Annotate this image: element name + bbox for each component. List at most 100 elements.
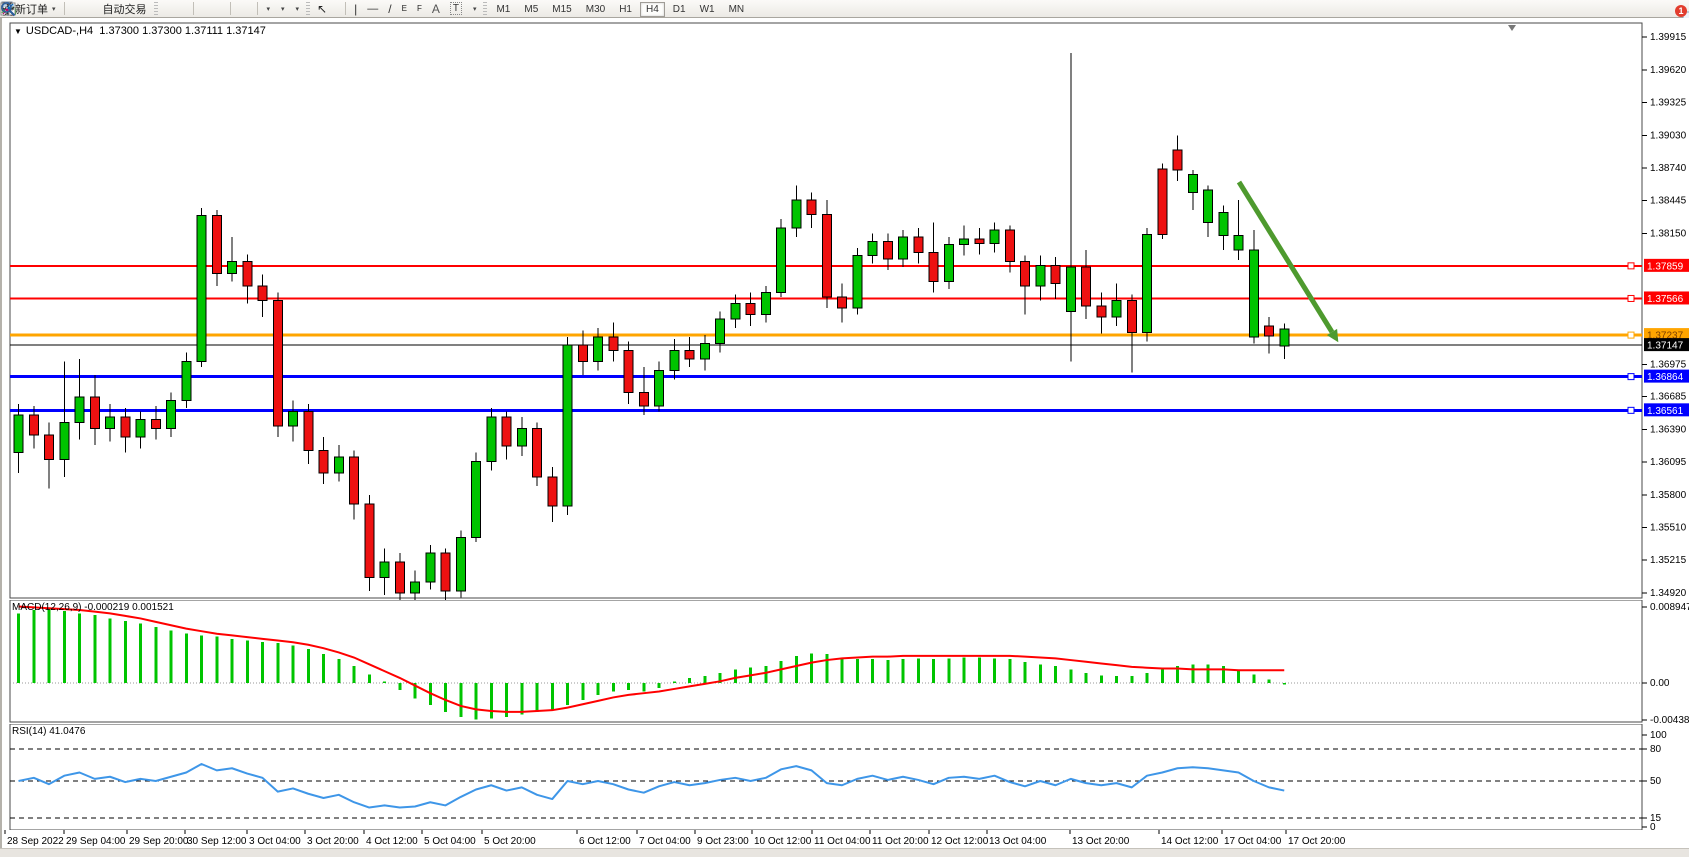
candle-body	[318, 450, 329, 474]
price-line-label-box[interactable]	[1644, 338, 1689, 352]
line-handle[interactable]	[1627, 294, 1635, 302]
toolbar-grip	[483, 2, 488, 15]
price-tick-label: 1.36685	[1650, 392, 1687, 403]
date-tick-label: 6 Oct 12:00	[579, 836, 631, 847]
date-tick-label: 5 Oct 04:00	[424, 836, 476, 847]
vertical-line-button[interactable]: |	[349, 0, 362, 18]
macd-tick-label: -0.004389	[1650, 715, 1689, 724]
timeframe-w1-button[interactable]: W1	[699, 3, 715, 15]
timeframe-m5-button[interactable]: M5	[524, 3, 539, 15]
macd-canvas[interactable]: 0.008947 0.00 -0.004389	[2, 600, 1689, 724]
search-icon[interactable]	[0, 1, 16, 17]
timeframe-m1-button[interactable]: M1	[496, 3, 511, 15]
date-tick-label: 5 Oct 20:00	[484, 836, 536, 847]
candle-body	[516, 427, 527, 447]
trendline-button[interactable]: /	[383, 0, 396, 18]
date-tick-label: 30 Sep 12:00	[187, 836, 247, 847]
vertical-line-icon: |	[354, 1, 358, 16]
candle-body	[59, 422, 70, 460]
line-chart-button[interactable]	[0, 0, 190, 18]
candle-body	[1172, 149, 1183, 171]
date-tick-label: 4 Oct 12:00	[366, 836, 418, 847]
candle-body	[333, 456, 344, 474]
price-line-label-box[interactable]	[1644, 258, 1689, 272]
timeframe-mn-button[interactable]: MN	[728, 3, 745, 15]
chart-shift-marker[interactable]	[1508, 25, 1516, 31]
timeframe-h4-button[interactable]: H4	[639, 1, 665, 17]
line-handle[interactable]	[1627, 373, 1635, 381]
price-tick-label: 1.35215	[1650, 555, 1687, 566]
date-tick-label: 14 Oct 12:00	[1161, 836, 1219, 847]
text-label-button[interactable]: T	[445, 0, 467, 18]
candle-body	[13, 414, 24, 454]
candle-body	[715, 318, 725, 345]
auto-trading-button[interactable]: 自动交易	[0, 0, 152, 18]
candle-body	[669, 349, 680, 371]
timeframe-m30-button[interactable]: M30	[585, 3, 606, 15]
candle-body	[867, 240, 878, 257]
price-line-label-box[interactable]	[1644, 291, 1689, 305]
candle-body	[288, 411, 298, 427]
periods-button[interactable]: ▾	[1, 0, 290, 18]
candle-body	[486, 416, 497, 463]
horn-button[interactable]	[0, 0, 78, 18]
timeframe-h1-button[interactable]: H1	[619, 3, 632, 15]
periods-caret-icon: ▾	[281, 5, 285, 13]
candle-body	[959, 238, 969, 246]
chart-shift-button[interactable]	[1, 0, 254, 18]
price-chart-canvas[interactable]: 1.39915 1.39620 1.39325 1.39030 1.38740 1.384…	[2, 18, 1689, 600]
horizontal-line-button[interactable]: —	[362, 0, 383, 18]
candle-body	[1248, 249, 1259, 338]
timeframe-m15-button[interactable]: M15	[552, 3, 572, 15]
price-tick-label: 1.36095	[1650, 457, 1687, 468]
line-handle[interactable]	[1627, 262, 1635, 270]
auto-scroll-button[interactable]	[1, 0, 244, 18]
price-line-label-box[interactable]	[1644, 328, 1689, 342]
indicators-button[interactable]: ▾	[0, 0, 276, 18]
price-tick-label: 1.39620	[1650, 65, 1687, 76]
date-tick-label: 11 Oct 04:00	[814, 836, 871, 847]
candle-body	[577, 344, 588, 362]
line-handle[interactable]	[1627, 406, 1635, 414]
price-line-label-box[interactable]	[1644, 403, 1689, 417]
cursor-button[interactable]: ↖	[312, 0, 332, 18]
shapes-button[interactable]: ▾	[2, 0, 482, 18]
new-order-button[interactable]: 新订单 ▾	[1, 0, 61, 18]
candle-body	[1187, 173, 1198, 193]
rsi-canvas[interactable]: 100 80 50 150	[2, 724, 1689, 830]
zoom-in-button[interactable]	[1, 0, 207, 18]
price-tick-label: 1.39030	[1650, 131, 1687, 142]
trend-arrow[interactable]	[1236, 180, 1335, 334]
equidistant-channel-button[interactable]: E	[1, 0, 412, 18]
candle-body	[257, 285, 268, 301]
candle-body	[1004, 229, 1015, 262]
text-button[interactable]: A	[427, 0, 445, 18]
zoom-out-button[interactable]	[1, 0, 217, 18]
timeframe-d1-button[interactable]: D1	[672, 3, 686, 15]
date-tick-label: 11 Oct 20:00	[872, 836, 929, 847]
line-handle[interactable]	[1627, 331, 1635, 339]
fibonacci-button[interactable]: F	[2, 0, 427, 18]
signals-button[interactable]	[1, 0, 98, 18]
candle-body	[28, 414, 39, 436]
candle-body	[1157, 168, 1168, 236]
price-line-label-box[interactable]	[1644, 369, 1689, 383]
profile-button[interactable]	[0, 0, 88, 18]
ohlc-values: 1.37300 1.37300 1.37111 1.37147	[99, 25, 266, 37]
candle-body	[1035, 265, 1046, 287]
candle-body	[623, 349, 634, 394]
tile-windows-button[interactable]	[0, 0, 227, 18]
templates-caret-icon: ▾	[295, 5, 300, 13]
crosshair-button[interactable]	[2, 0, 342, 18]
candle-body	[120, 416, 131, 438]
date-tick-label: 10 Oct 12:00	[754, 836, 812, 847]
templates-button[interactable]: ▾	[0, 0, 305, 18]
candle-body	[806, 199, 817, 216]
candlestick-button[interactable]	[1, 0, 180, 18]
chart-window[interactable]: ▼ USDCAD-,H4 1.37300 1.37300 1.37111 1.37…	[0, 18, 1689, 856]
bar-chart-button[interactable]	[1, 0, 170, 18]
date-tick-label: 3 Oct 20:00	[307, 836, 359, 847]
candle-body	[745, 303, 756, 316]
candle-body	[211, 215, 222, 275]
